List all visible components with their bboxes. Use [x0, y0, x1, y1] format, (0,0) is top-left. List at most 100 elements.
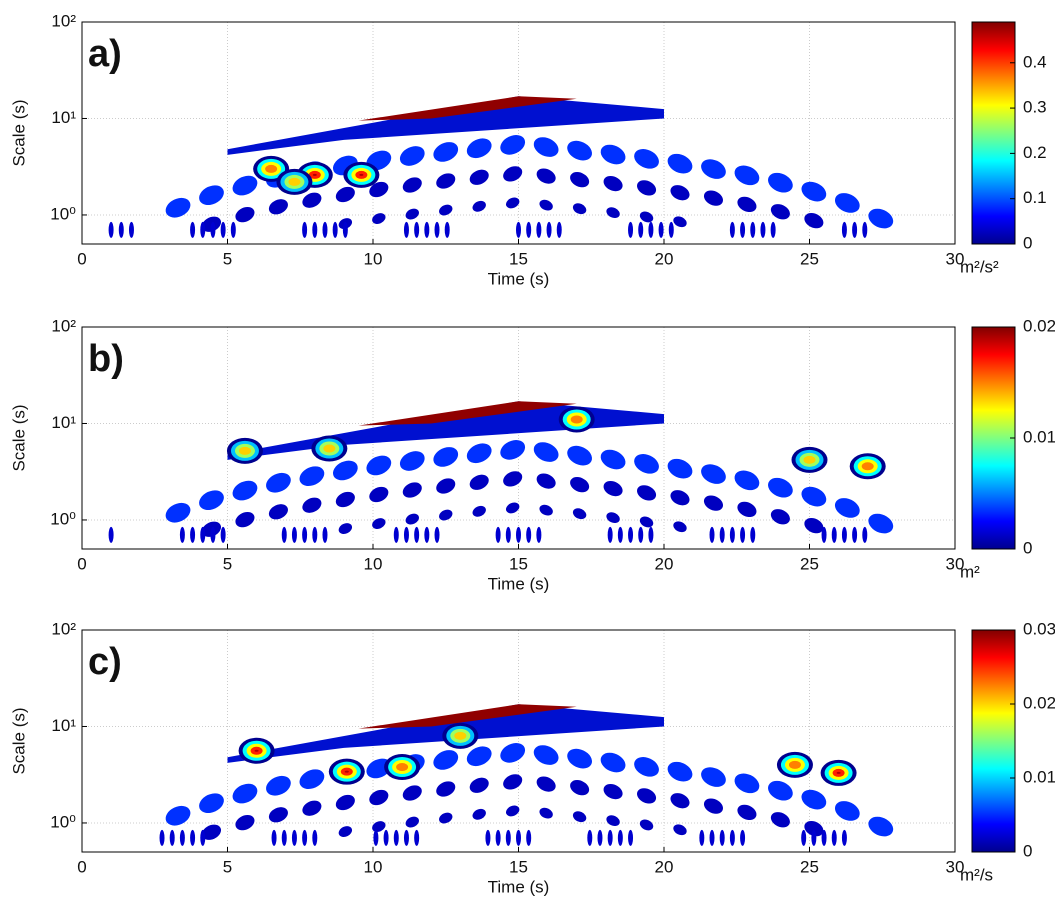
blob: [533, 442, 559, 462]
scalogram: [159, 704, 894, 846]
ridge-band: [227, 96, 664, 155]
small-blob: [516, 829, 521, 846]
blob: [369, 486, 389, 503]
x-tick-label: 25: [800, 857, 819, 876]
blob: [505, 197, 520, 209]
small-blob: [393, 526, 399, 543]
blob: [335, 186, 355, 203]
hot-spot: [570, 415, 583, 424]
blob: [606, 815, 620, 827]
x-tick-label: 20: [655, 249, 674, 268]
small-blob: [179, 829, 185, 846]
blob: [302, 497, 322, 513]
blob: [673, 824, 687, 836]
x-tick-label: 25: [800, 249, 819, 268]
hot-spot: [396, 763, 409, 772]
y-tick-label: 10¹: [51, 413, 76, 432]
small-blob: [190, 526, 196, 543]
colorbar-tick-label: 0.03: [1023, 619, 1055, 638]
small-blob: [801, 829, 807, 846]
small-blob: [332, 221, 338, 238]
blob: [405, 816, 419, 828]
blob: [539, 504, 553, 516]
x-tick-label: 15: [509, 554, 528, 573]
small-blob: [291, 526, 297, 543]
small-blob: [159, 829, 165, 846]
blob: [567, 748, 592, 769]
small-blob: [628, 221, 634, 238]
blob: [637, 180, 657, 196]
small-blob: [414, 829, 420, 846]
blob: [201, 824, 222, 840]
blob: [199, 185, 224, 206]
small-blob: [729, 221, 735, 238]
small-blob: [495, 829, 501, 846]
blob: [670, 793, 690, 809]
blob: [673, 521, 687, 533]
colorbar-tick-label: 0.01: [1023, 427, 1055, 446]
x-tick-label: 15: [509, 857, 528, 876]
blob: [503, 774, 523, 790]
blob: [701, 464, 726, 484]
x-tick-label: 30: [946, 857, 965, 876]
x-tick-label: 5: [223, 249, 232, 268]
colorbar-unit: m²/s²: [960, 257, 999, 276]
blob: [469, 169, 489, 185]
small-blob: [709, 829, 715, 846]
blob: [634, 757, 659, 777]
small-blob: [210, 526, 216, 543]
x-tick-label: 15: [509, 249, 528, 268]
blob: [268, 199, 288, 215]
blob: [667, 153, 693, 174]
blob: [572, 203, 587, 215]
small-blob: [190, 221, 196, 238]
small-blob: [393, 829, 399, 846]
blob: [199, 490, 224, 511]
small-blob: [312, 829, 318, 846]
blob: [734, 773, 760, 794]
blob: [436, 781, 456, 797]
small-blob: [648, 526, 654, 543]
x-tick-label: 0: [77, 554, 86, 573]
panel: 0 5 10 15 20 25 30 10⁰ 10¹ 10² Time (s) Scale (s) c)…: [9, 619, 1055, 896]
small-blob: [740, 526, 746, 543]
small-blob: [516, 221, 521, 238]
small-blob: [841, 526, 847, 543]
blob: [232, 175, 258, 196]
blob: [268, 504, 288, 520]
blob: [768, 780, 793, 801]
small-blob: [729, 829, 735, 846]
blob: [335, 794, 355, 811]
small-blob: [495, 526, 501, 543]
blob: [369, 789, 389, 806]
blob: [567, 445, 592, 466]
small-blob: [536, 221, 542, 238]
x-axis-label: Time (s): [488, 574, 550, 593]
blob: [600, 752, 626, 773]
x-tick-label: 30: [946, 249, 965, 268]
small-blob: [628, 829, 634, 846]
small-blob: [302, 829, 308, 846]
colorbar: [971, 21, 1016, 245]
small-blob: [821, 829, 827, 846]
blob: [701, 767, 726, 787]
blob: [667, 761, 693, 782]
blob: [734, 165, 760, 186]
blob: [634, 149, 659, 169]
blob: [670, 185, 690, 201]
colorbar-tick-label: 0: [1023, 841, 1032, 860]
blob: [402, 785, 422, 801]
small-blob: [740, 221, 746, 238]
blob: [472, 505, 486, 517]
small-blob: [190, 829, 196, 846]
blob: [572, 508, 587, 520]
small-blob: [811, 829, 817, 846]
y-tick-label: 10⁰: [50, 812, 76, 831]
small-blob: [638, 221, 644, 238]
blob: [868, 816, 894, 837]
small-blob: [841, 829, 847, 846]
small-blob: [526, 829, 532, 846]
blob: [399, 146, 425, 166]
blob: [302, 800, 322, 816]
blob: [606, 207, 620, 219]
